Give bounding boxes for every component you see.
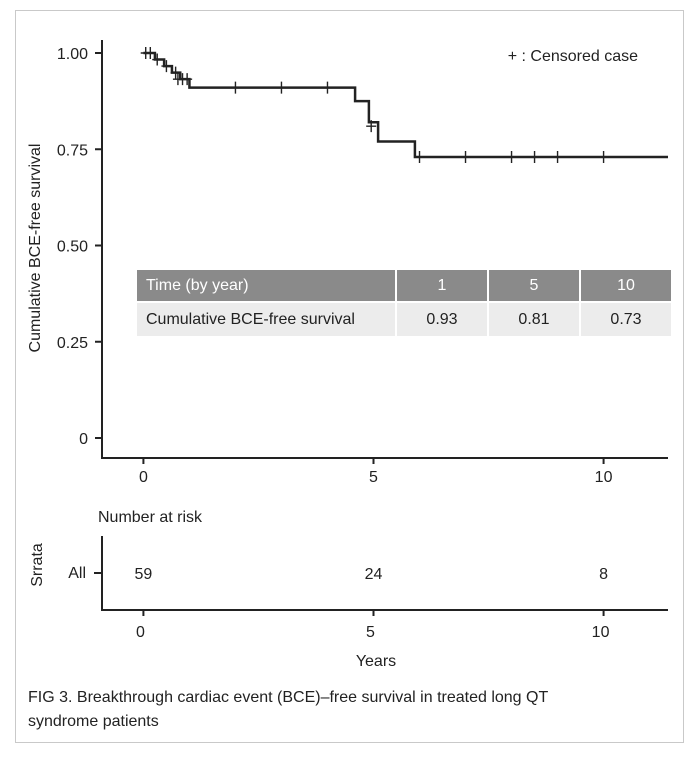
- risk-value: 8: [599, 566, 608, 583]
- censored-mark: [529, 150, 540, 163]
- censored-marks: [140, 47, 609, 163]
- censored-mark: [598, 150, 609, 163]
- censored-mark: [145, 47, 156, 59]
- value-year-10: 0.73: [579, 301, 671, 336]
- header-year-5: 5: [487, 270, 580, 302]
- y-tick-label: 0.75: [57, 142, 88, 159]
- value-year-5: 0.81: [487, 301, 580, 336]
- y-ticks: 1.00 0.75 0.50 0.25 0: [57, 46, 102, 448]
- censored-mark: [366, 120, 377, 133]
- y-tick-label: 0: [79, 431, 88, 448]
- x-tick-label: 10: [595, 469, 613, 486]
- x-tick-label: 0: [139, 469, 148, 486]
- row-label: Cumulative BCE-free survival: [137, 301, 396, 336]
- censored-mark: [506, 150, 517, 163]
- km-curve: [143, 51, 668, 159]
- risk-value: 24: [365, 566, 383, 583]
- y-tick-label: 1.00: [57, 46, 88, 63]
- x-ticks: 0 5 10: [139, 458, 613, 486]
- risk-value: 59: [135, 566, 153, 583]
- x-tick-label: 5: [369, 469, 378, 486]
- figure-caption: FIG 3. Breakthrough cardiac event (BCE)–…: [28, 686, 668, 734]
- y-tick-label: 0.25: [57, 335, 88, 352]
- censored-mark: [414, 150, 425, 163]
- censored-mark: [161, 60, 172, 73]
- risk-x-tick-label: 0: [136, 624, 145, 641]
- risk-values: 59 24 8: [135, 566, 609, 583]
- censored-mark: [552, 150, 563, 163]
- legend-censored: + : Censored case: [508, 48, 638, 65]
- risk-x-tick-label: 5: [366, 624, 375, 641]
- caption-line-1: FIG 3. Breakthrough cardiac event (BCE)–…: [28, 689, 549, 706]
- survival-table: Time (by year) 1 5 10 Cumulative BCE-fre…: [137, 270, 671, 336]
- x-axis-label: Years: [356, 653, 396, 670]
- km-step-line: [143, 51, 668, 159]
- y-tick-label: 0.50: [57, 239, 88, 256]
- survival-table-header: Time (by year) 1 5 10: [137, 270, 671, 302]
- censored-mark: [322, 81, 333, 94]
- risk-row-label: All: [68, 565, 86, 582]
- censored-mark: [230, 81, 241, 94]
- header-year-10: 10: [579, 270, 671, 302]
- value-year-1: 0.93: [395, 301, 488, 336]
- risk-table-title: Number at risk: [98, 509, 203, 526]
- censored-mark: [276, 81, 287, 94]
- caption-line-2: syndrome patients: [28, 713, 159, 730]
- censored-mark: [152, 53, 163, 66]
- censored-mark: [170, 66, 181, 79]
- risk-x-ticks: 0 5 10: [136, 610, 610, 641]
- survival-table-row: Cumulative BCE-free survival 0.93 0.81 0…: [137, 301, 671, 336]
- censored-mark: [460, 150, 471, 163]
- header-year-1: 1: [395, 270, 488, 302]
- header-label: Time (by year): [137, 270, 396, 302]
- strata-label: Srrata: [29, 543, 46, 587]
- y-axis-label: Cumulative BCE-free survival: [27, 144, 44, 353]
- figure-frame: [15, 10, 684, 743]
- censored-mark: [182, 73, 193, 86]
- risk-x-tick-label: 10: [592, 624, 610, 641]
